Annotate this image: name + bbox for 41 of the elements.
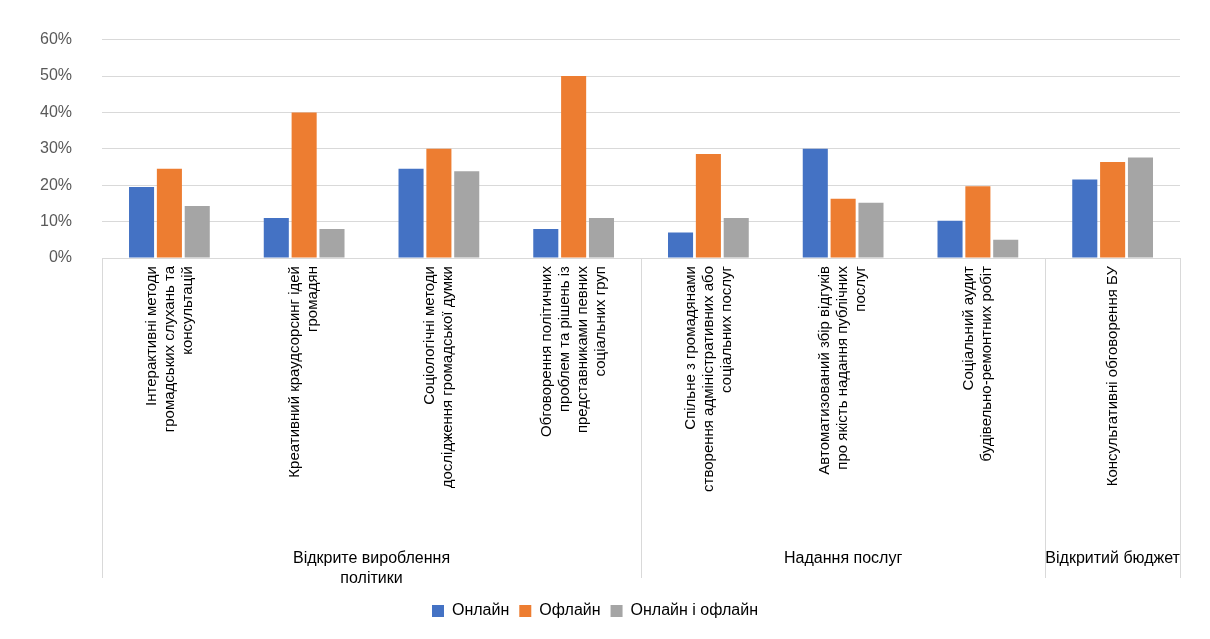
- legend-label: Онлайн: [452, 601, 510, 619]
- bar: [668, 232, 694, 258]
- bar: [1127, 157, 1154, 258]
- bar: [454, 171, 480, 258]
- bar: [129, 187, 155, 258]
- text: Відкритий бюджет: [1045, 549, 1181, 567]
- bar: [830, 198, 856, 258]
- bar: [184, 205, 210, 258]
- bar: [1072, 179, 1098, 258]
- y-tick-label: 20%: [39, 175, 73, 193]
- bar: [588, 217, 615, 258]
- bar: [965, 186, 991, 258]
- x-tick-label: Креативний краудсорсинг ідей громадян: [285, 266, 321, 478]
- text: Відкрите вироблення політики: [292, 549, 451, 587]
- y-tick-label: 30%: [39, 139, 73, 157]
- text: Надання послуг: [784, 549, 903, 567]
- bar: [426, 148, 452, 258]
- bar: [291, 112, 317, 258]
- bar: [1100, 161, 1126, 258]
- bar: [802, 148, 828, 258]
- x-tick-label: Інтерактивні методи громадських слухань та консультацій: [141, 265, 195, 433]
- y-tick-label: 40%: [39, 102, 73, 120]
- bar: [263, 217, 289, 258]
- x-tick-label: Автоматизований збір відгуків про якість надання публічних послуг: [815, 265, 869, 475]
- legend-label: Офлайн: [539, 601, 601, 619]
- y-tick-label: 10%: [39, 212, 73, 230]
- legend-label: Онлайн і офлайн: [630, 601, 758, 619]
- bar: [533, 228, 559, 258]
- y-tick-label: 50%: [39, 66, 73, 84]
- bar: [695, 153, 721, 258]
- bar: [561, 76, 587, 258]
- bar: [858, 202, 884, 258]
- bar: [937, 220, 963, 258]
- bar: [319, 228, 345, 258]
- bar: [156, 168, 182, 258]
- y-tick-label: 0%: [48, 248, 73, 266]
- x-tick-label: Консультативні обговорення БУ: [1102, 265, 1120, 487]
- bar: [723, 217, 749, 258]
- y-tick-label: 60%: [39, 30, 73, 48]
- bar: [398, 168, 424, 258]
- bar: [993, 239, 1019, 258]
